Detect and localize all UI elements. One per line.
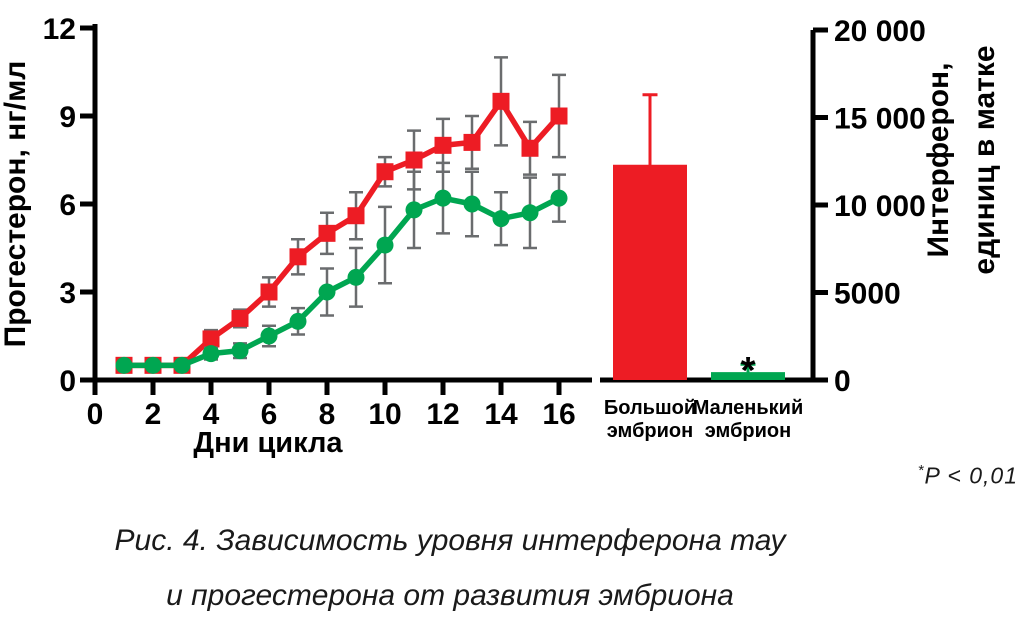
circle-marker [347, 268, 365, 286]
x-axis-tick-label: 14 [484, 398, 518, 431]
bar [711, 372, 785, 380]
y-axis-tick-label: 3 [59, 277, 76, 310]
series-line [124, 98, 562, 369]
progesterone-line-chart: 0 3 6 9 12 0 2 4 6 8 10 12 14 16 Прогестерон, нг/мл Дни… [0, 13, 592, 459]
significance-note-asterisk: * [917, 462, 925, 479]
bar-category-label: эмбрион [705, 420, 791, 442]
y-axis-tick-label: 0 [59, 365, 76, 398]
circle-marker [463, 195, 481, 213]
right-axis-tick-label: 20 000 [834, 15, 926, 48]
interferon-progesterone-figure: 0 3 6 9 12 0 2 4 6 8 10 12 14 16 Прогестерон, нг/мл Дни… [0, 13, 1001, 459]
bar-category-label: Маленький [693, 397, 804, 419]
circle-marker [521, 204, 539, 222]
circle-marker [202, 345, 220, 363]
square-marker [376, 163, 394, 181]
square-marker [347, 207, 365, 225]
bar-error-bar [642, 93, 658, 173]
bar-category-label: эмбрион [607, 420, 693, 442]
circle-marker [173, 356, 191, 374]
circle-marker [231, 342, 249, 360]
square-marker [231, 309, 249, 327]
square-marker [202, 330, 220, 348]
x-axis-tick-label: 6 [261, 398, 278, 431]
square-marker [289, 248, 307, 266]
series-line [124, 195, 561, 369]
square-marker [318, 224, 336, 242]
square-marker [405, 151, 423, 169]
circle-marker [405, 201, 423, 219]
right-axis-tick-label: 15 000 [834, 103, 926, 136]
circle-marker [260, 327, 278, 345]
figure-caption-line1: Рис. 4. Зависимость уровня интерферона т… [114, 524, 786, 557]
square-marker [550, 107, 568, 125]
square-marker [463, 133, 481, 151]
interferon-bar-chart: 0 5000 10 000 15 000 20 000 Интерферон, единиц… [600, 15, 1001, 442]
significance-asterisk: * [741, 350, 756, 392]
x-axis-tick-label: 0 [87, 398, 104, 431]
bar [613, 164, 687, 380]
square-marker [521, 139, 539, 157]
x-axis-tick-label: 8 [319, 398, 336, 431]
circle-marker [144, 356, 162, 374]
circle-marker [289, 312, 307, 330]
bar-category-label: Большой [604, 397, 696, 419]
right-axis-tick-label: 0 [834, 365, 851, 398]
x-axis-title: Дни цикла [193, 427, 343, 459]
circle-marker [376, 236, 394, 254]
right-axis-tick-label: 5000 [834, 278, 901, 311]
x-axis-tick-label: 4 [203, 398, 220, 431]
circle-marker [318, 283, 336, 301]
x-axis-tick-label: 12 [426, 398, 459, 431]
figure-caption-line2: и прогестерона от развития эмбриона [166, 578, 734, 612]
y-axis-tick-label: 12 [43, 13, 76, 46]
right-axis-title-line1: Интерферон, [922, 62, 955, 257]
circle-marker [115, 356, 133, 374]
circle-marker [434, 189, 452, 207]
significance-note-text: P < 0,01 [924, 462, 1018, 489]
circle-marker [492, 210, 510, 228]
square-marker [492, 92, 510, 110]
series-small-embryo [115, 161, 568, 374]
x-axis-tick-label: 10 [368, 398, 401, 431]
x-axis-tick-label: 16 [542, 398, 575, 431]
y-axis-title: Прогестерон, нг/мл [0, 61, 32, 348]
figure-caption: Рис. 4. Зависимость уровня интерферона т… [0, 514, 900, 618]
x-axis-tick-label: 2 [145, 398, 162, 431]
y-axis-tick-label: 9 [59, 101, 76, 134]
right-axis-tick-label: 10 000 [834, 190, 926, 223]
right-axis-title-line2: единиц в матке [968, 45, 1001, 274]
line-chart-axes [92, 24, 592, 383]
y-axis-tick-label: 6 [59, 189, 76, 222]
circle-marker [550, 189, 568, 207]
significance-note: *P < 0,01 [918, 462, 1018, 490]
square-marker [260, 283, 278, 301]
square-marker [434, 136, 452, 154]
